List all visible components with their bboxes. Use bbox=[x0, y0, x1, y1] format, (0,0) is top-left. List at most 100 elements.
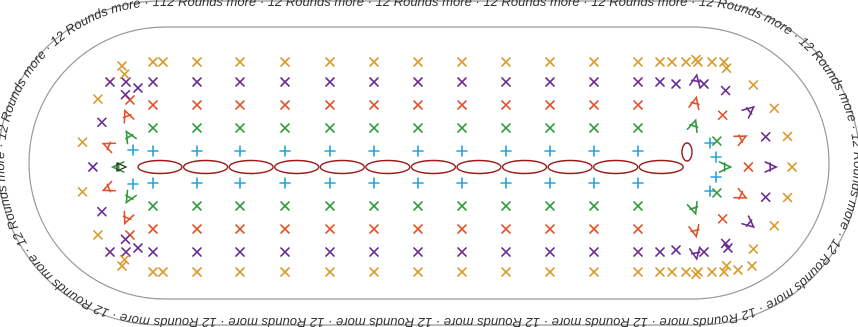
stitch-sc-below bbox=[457, 247, 467, 257]
stitch-sc-right bbox=[787, 162, 797, 172]
stitch-sc-above bbox=[589, 123, 599, 133]
stitch-sc-below bbox=[148, 247, 158, 257]
stitch-sc-left bbox=[93, 94, 103, 104]
stitch-sc-above bbox=[501, 77, 511, 87]
start-marker-icon bbox=[116, 162, 128, 172]
stitch-sc-right bbox=[769, 220, 780, 231]
stitch-sc-above bbox=[588, 145, 600, 157]
stitch-sc-extra bbox=[121, 247, 131, 257]
stitch-sc-left bbox=[127, 144, 139, 156]
chain-stitch bbox=[365, 159, 411, 175]
stitch-sc-above bbox=[369, 123, 379, 133]
stitch-sc-extra bbox=[105, 247, 115, 257]
chain-stitch bbox=[456, 159, 502, 175]
stitch-sc-above bbox=[148, 57, 158, 67]
stitch-sc-left bbox=[120, 234, 131, 245]
stitch-sc-above bbox=[413, 57, 423, 67]
stitch-sc-above bbox=[633, 123, 643, 133]
stitch-sc-above bbox=[325, 123, 335, 133]
stitch-sc-below bbox=[413, 224, 423, 234]
stitch-sc-right bbox=[720, 238, 731, 249]
stitch-sc-below bbox=[148, 224, 158, 234]
stitch-inc-left bbox=[122, 210, 135, 226]
stitch-sc-right bbox=[699, 79, 709, 89]
stitch-sc-left bbox=[97, 206, 107, 217]
stitch-sc-right bbox=[667, 57, 677, 67]
stitch-sc-below bbox=[633, 247, 643, 257]
stitch-sc-below bbox=[235, 267, 245, 277]
stitch-sc-below bbox=[280, 247, 290, 257]
stitch-sc-below bbox=[235, 224, 245, 234]
stitch-sc-above bbox=[280, 77, 290, 87]
stitch-sc-below bbox=[500, 177, 512, 189]
stitch-sc-left bbox=[97, 117, 107, 128]
stitch-group bbox=[77, 54, 797, 280]
stitch-sc-right bbox=[693, 267, 703, 277]
stitch-sc-above bbox=[589, 77, 599, 87]
stitch-sc-above bbox=[369, 77, 379, 87]
stitch-sc-below bbox=[633, 267, 643, 277]
stitch-sc-above bbox=[191, 145, 203, 157]
stitch-sc-above bbox=[501, 100, 511, 110]
stitch-inc-right bbox=[686, 200, 699, 216]
foundation-chain-group bbox=[116, 142, 693, 175]
stitch-sc-below bbox=[501, 267, 511, 277]
chain-stitch bbox=[638, 159, 684, 175]
stitch-sc-below bbox=[368, 177, 380, 189]
stitch-sc-right bbox=[717, 110, 728, 121]
stitch-sc-below bbox=[633, 224, 643, 234]
stitch-sc-right bbox=[748, 80, 759, 90]
turning-chain bbox=[681, 142, 693, 162]
stitch-sc-right bbox=[693, 57, 703, 67]
stitch-inc-right bbox=[686, 118, 699, 134]
stitch-sc-below bbox=[501, 247, 511, 257]
stitch-sc-right bbox=[655, 247, 665, 257]
stitch-sc-above bbox=[413, 77, 423, 87]
stitch-inc-right bbox=[764, 161, 779, 173]
stitch-sc-right bbox=[655, 267, 665, 277]
stitch-sc-right bbox=[721, 260, 732, 271]
stitch-sc-left bbox=[120, 89, 131, 100]
stitch-sc-right bbox=[707, 57, 717, 67]
stitch-sc-left bbox=[77, 137, 88, 147]
stitch-sc-below bbox=[280, 224, 290, 234]
stitch-inc-left bbox=[101, 141, 117, 154]
stitch-sc-below bbox=[192, 267, 202, 277]
stitch-sc-extra bbox=[133, 243, 143, 253]
stitch-sc-above bbox=[457, 100, 467, 110]
stitch-sc-above bbox=[235, 100, 245, 110]
stitch-sc-above bbox=[589, 57, 599, 67]
stitch-sc-right bbox=[723, 243, 733, 253]
stitch-sc-below bbox=[413, 201, 423, 211]
stitch-sc-above bbox=[192, 123, 202, 133]
stitch-sc-above bbox=[234, 145, 246, 157]
stitch-inc-left bbox=[122, 108, 135, 124]
stitch-sc-below bbox=[234, 177, 246, 189]
stitch-sc-below bbox=[457, 224, 467, 234]
stitch-sc-above bbox=[280, 123, 290, 133]
stitch-sc-below bbox=[324, 177, 336, 189]
stitch-sc-extra bbox=[105, 77, 115, 87]
stitch-sc-above bbox=[457, 57, 467, 67]
chain-stitch bbox=[273, 159, 320, 175]
stitch-sc-right bbox=[782, 131, 793, 142]
stitch-sc-above bbox=[148, 123, 158, 133]
stitch-sc-below bbox=[147, 177, 159, 189]
stitch-sc-above bbox=[325, 57, 335, 67]
stitch-sc-above bbox=[456, 145, 468, 157]
chain-stitch bbox=[592, 159, 639, 175]
stitch-sc-above bbox=[192, 77, 202, 87]
stitch-sc-right bbox=[655, 57, 665, 67]
stitch-sc-below bbox=[545, 201, 555, 211]
stitch-sc-above bbox=[544, 145, 556, 157]
stitch-sc-right bbox=[671, 79, 681, 89]
stitch-sc-below bbox=[589, 247, 599, 257]
stitch-sc-below bbox=[280, 201, 290, 211]
stitch-sc-above bbox=[235, 77, 245, 87]
stitch-sc-above bbox=[501, 123, 511, 133]
stitch-sc-below bbox=[191, 177, 203, 189]
stitch-sc-above bbox=[192, 100, 202, 110]
stitch-inc-right bbox=[741, 215, 756, 229]
stitch-sc-below bbox=[413, 247, 423, 257]
